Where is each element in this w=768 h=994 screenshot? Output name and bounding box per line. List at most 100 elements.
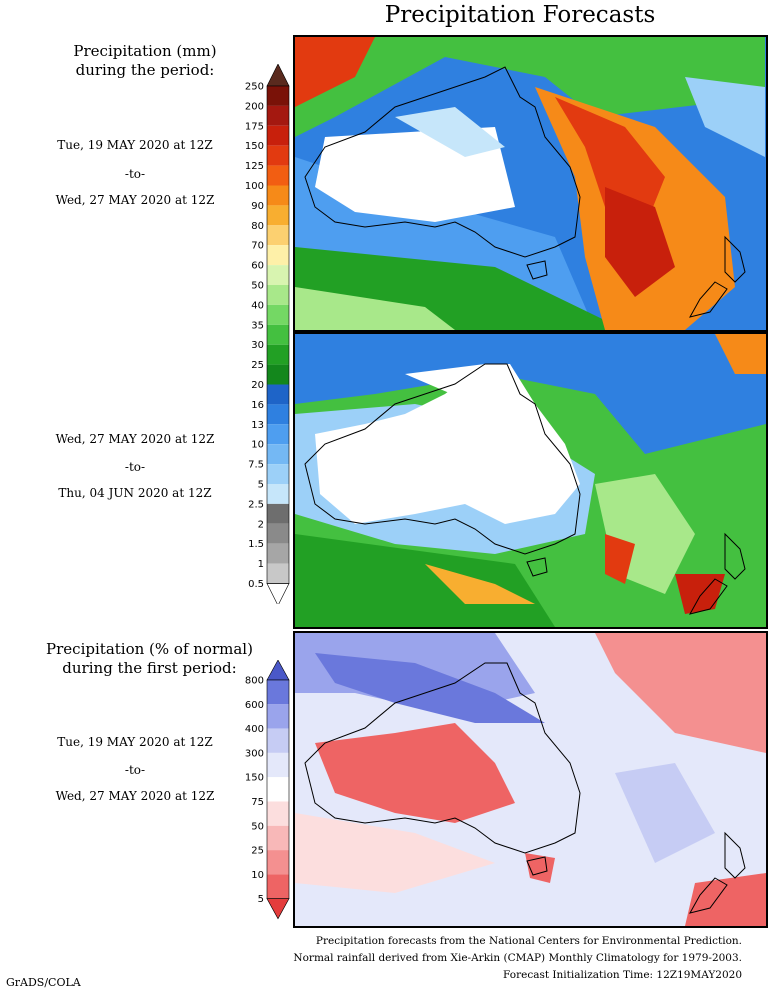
precip-colorbar-swatch (267, 543, 289, 564)
precip-colorbar-swatch (267, 523, 289, 544)
precip-colorbar-tick-label: 50 (251, 281, 264, 292)
map-panel-period1 (293, 35, 768, 332)
precip-colorbar-tick-label: 70 (251, 241, 264, 252)
pct-colorbar-swatch (267, 777, 289, 802)
precip-colorbar-swatch (267, 145, 289, 166)
precip-colorbar-tick-label: 250 (245, 82, 264, 93)
precip-colorbar-tick-label: 2.5 (248, 499, 264, 510)
precip-colorbar-swatch (267, 125, 289, 146)
precip-colorbar-tick-label: 100 (245, 181, 264, 192)
pct-colorbar-swatch (267, 825, 289, 851)
precip-colorbar-tick-label: 40 (251, 300, 264, 311)
precip-colorbar-swatch (267, 205, 289, 226)
precip-colorbar-swatch (267, 304, 289, 325)
precip-colorbar-tick-label: 2 (258, 519, 264, 530)
pct-colorbar-tick-label: 75 (251, 797, 264, 808)
precip-header-line1: Precipitation (mm) (73, 42, 217, 60)
period2-start: Wed, 27 MAY 2020 at 12Z (55, 432, 215, 446)
precip-legend-header: Precipitation (mm) during the period: (20, 42, 270, 80)
pct-colorbar-tick-label: 800 (245, 676, 264, 687)
precip-colorbar-tick-label: 13 (251, 420, 264, 431)
precip-colorbar-swatch (267, 424, 289, 445)
precip-colorbar-tick-label: 10 (251, 440, 264, 451)
pct-colorbar-tick-label: 300 (245, 748, 264, 759)
precip-colorbar-swatch (267, 324, 289, 345)
period2-end: Thu, 04 JUN 2020 at 12Z (58, 486, 212, 500)
precip-colorbar-swatch (267, 503, 289, 524)
precip-colorbar-tick-label: 60 (251, 261, 264, 272)
pct-colorbar-top-arrow (266, 660, 290, 681)
precip-colorbar: 2502001751501251009080706050403530252016… (245, 64, 290, 604)
period2-to: -to- (124, 460, 146, 474)
precip-colorbar-swatch (267, 105, 289, 126)
pct-colorbar-swatch (267, 704, 289, 729)
precip-colorbar-swatch (267, 484, 289, 504)
precip-colorbar-bottom-arrow (266, 583, 290, 604)
pct-header-line2: during the first period: (62, 659, 237, 677)
precip-colorbar-swatch (267, 86, 289, 106)
precip-colorbar-tick-label: 0.5 (248, 579, 264, 590)
period1-end: Wed, 27 MAY 2020 at 12Z (55, 193, 215, 207)
pct-colorbar: 800 600 400 300 150 75 50 25 10 5 (245, 660, 290, 920)
precip-colorbar-swatch (267, 165, 289, 186)
map-panel-pct-normal (293, 631, 768, 928)
precip-colorbar-tick-label: 125 (245, 161, 264, 172)
pct-colorbar-swatch (267, 850, 289, 875)
precip-colorbar-swatch (267, 265, 289, 285)
precip-colorbar-swatch (267, 225, 289, 246)
precip-colorbar-swatch (267, 384, 289, 405)
footer-notes: Precipitation forecasts from the Nationa… (293, 933, 742, 984)
precip-colorbar-tick-label: 175 (245, 121, 264, 132)
precip-colorbar-tick-label: 1 (258, 559, 264, 570)
precip-colorbar-swatch (267, 344, 289, 365)
pct-colorbar-bottom-arrow (266, 898, 290, 920)
pct-colorbar-swatch (267, 752, 289, 778)
precip-colorbar-tick-label: 30 (251, 340, 264, 351)
period3-end: Wed, 27 MAY 2020 at 12Z (55, 789, 215, 803)
page-title: Precipitation Forecasts (384, 2, 656, 28)
footer-line2: Normal rainfall derived from Xie-Arkin (… (293, 952, 742, 964)
pct-colorbar-tick-label: 150 (245, 773, 264, 784)
pct-header-line1: Precipitation (% of normal) (46, 640, 253, 658)
pct-colorbar-swatch (267, 680, 289, 705)
pct-legend-header: Precipitation (% of normal) during the f… (22, 640, 277, 678)
precip-colorbar-tick-label: 1.5 (248, 539, 264, 550)
footer-line3: Forecast Initialization Time: 12Z19MAY20… (503, 969, 742, 981)
period1-to: -to- (124, 167, 146, 181)
precip-colorbar-tick-label: 7.5 (248, 460, 264, 471)
precip-colorbar-swatch (267, 364, 289, 385)
pct-colorbar-swatch (267, 874, 289, 899)
period1-start: Tue, 19 MAY 2020 at 12Z (57, 138, 213, 152)
pct-colorbar-tick-label: 600 (245, 700, 264, 711)
footer-line1: Precipitation forecasts from the Nationa… (315, 935, 742, 947)
precip-colorbar-swatch (267, 563, 289, 584)
precip-colorbar-tick-label: 35 (251, 320, 264, 331)
precip-colorbar-tick-label: 20 (251, 380, 264, 391)
pct-colorbar-tick-label: 400 (245, 724, 264, 735)
period3-start: Tue, 19 MAY 2020 at 12Z (57, 735, 213, 749)
pct-colorbar-tick-label: 50 (251, 821, 264, 832)
pct-colorbar-tick-label: 25 (251, 846, 264, 857)
pct-colorbar-tick-label: 5 (258, 894, 264, 905)
precip-colorbar-tick-label: 16 (251, 400, 264, 411)
precip-colorbar-tick-label: 80 (251, 221, 264, 232)
pct-colorbar-swatch (267, 728, 289, 753)
precip-colorbar-swatch (267, 444, 289, 465)
precip-colorbar-tick-label: 5 (258, 480, 264, 491)
precip-colorbar-swatch (267, 285, 289, 305)
precip-colorbar-swatch (267, 185, 289, 206)
precip-colorbar-swatch (267, 245, 289, 266)
period3-to: -to- (124, 763, 146, 777)
pct-colorbar-tick-label: 10 (251, 870, 264, 881)
precip-colorbar-tick-label: 25 (251, 360, 264, 371)
grads-credit: GrADS/COLA (6, 976, 81, 989)
precip-colorbar-top-arrow (266, 64, 290, 87)
precip-colorbar-tick-label: 200 (245, 101, 264, 112)
precip-colorbar-tick-label: 150 (245, 141, 264, 152)
precip-header-line2: during the period: (75, 61, 215, 79)
pct-colorbar-swatch (267, 801, 289, 826)
precip-colorbar-swatch (267, 464, 289, 484)
precip-colorbar-tick-label: 90 (251, 201, 264, 212)
map-panel-period2 (293, 332, 768, 629)
precip-colorbar-swatch (267, 404, 289, 425)
